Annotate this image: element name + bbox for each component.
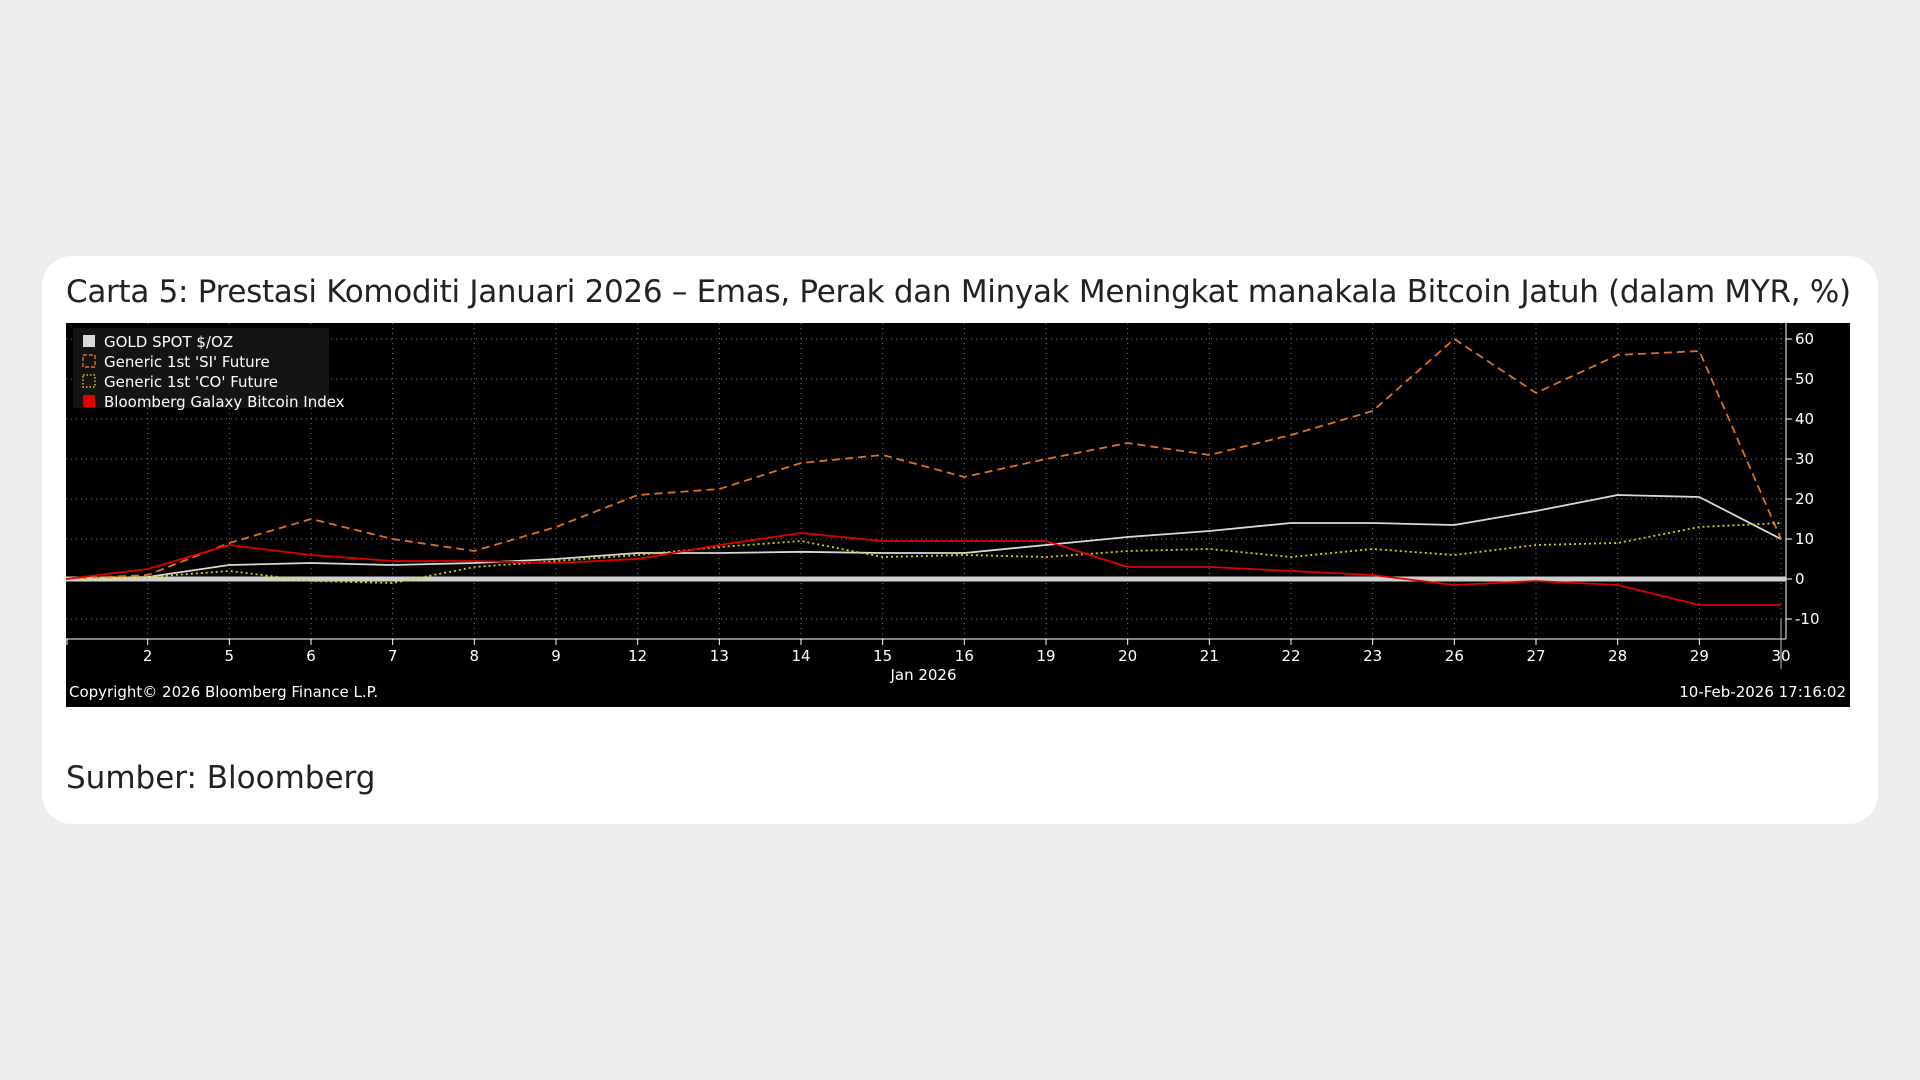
grid-layer bbox=[66, 323, 1786, 639]
series-layer bbox=[66, 338, 1782, 606]
source-note: Sumber: Bloomberg bbox=[66, 760, 376, 796]
x-tick-label: 21 bbox=[1200, 647, 1219, 665]
legend-background bbox=[73, 328, 329, 408]
legend: GOLD SPOT $/OZ Generic 1st 'SI' Future Gen… bbox=[73, 328, 345, 411]
y-tick-label: 40 bbox=[1795, 410, 1814, 428]
legend-swatch bbox=[83, 395, 95, 407]
y-tick-label: 20 bbox=[1795, 490, 1814, 508]
x-tick-label: 9 bbox=[551, 647, 561, 665]
legend-label: Bloomberg Galaxy Bitcoin Index bbox=[104, 393, 345, 411]
x-tick-label: 26 bbox=[1445, 647, 1464, 665]
legend-swatch bbox=[83, 335, 95, 347]
legend-swatch bbox=[82, 374, 96, 388]
y-tick-label: 0 bbox=[1795, 570, 1805, 588]
chart-caption-title: Carta 5: Prestasi Komoditi Januari 2026 … bbox=[66, 274, 1851, 310]
series-line-2 bbox=[66, 338, 1782, 580]
x-tick-label: 23 bbox=[1363, 647, 1382, 665]
x-tick-label: 15 bbox=[873, 647, 892, 665]
x-tick-label: 2 bbox=[143, 647, 153, 665]
series-line-1 bbox=[66, 494, 1782, 580]
x-tick-label: 14 bbox=[791, 647, 810, 665]
y-tick-label: -10 bbox=[1795, 610, 1820, 628]
y-tick-label: 60 bbox=[1795, 330, 1814, 348]
series-line-3 bbox=[66, 522, 1782, 584]
chart-card: Carta 5: Prestasi Komoditi Januari 2026 … bbox=[42, 256, 1878, 824]
x-tick-label: 5 bbox=[225, 647, 235, 665]
x-tick-label: 8 bbox=[470, 647, 480, 665]
x-tick-label: 16 bbox=[955, 647, 974, 665]
x-tick-label: 19 bbox=[1036, 647, 1055, 665]
legend-label: GOLD SPOT $/OZ bbox=[104, 333, 233, 351]
bloomberg-chart: -10 0 10 20 30 40 50 60 2 5 6 7 8 9 12 13 14 15 16 19 20 21 22… bbox=[66, 323, 1850, 707]
x-tick-label: 12 bbox=[628, 647, 647, 665]
y-tick-label: 50 bbox=[1795, 370, 1814, 388]
axis-layer: -10 0 10 20 30 40 50 60 2 5 6 7 8 9 12 13 14 15 16 19 20 21 22… bbox=[66, 323, 1820, 684]
legend-label: Generic 1st 'SI' Future bbox=[104, 353, 270, 371]
x-axis-label: Jan 2026 bbox=[889, 666, 956, 684]
timestamp-text: 10-Feb-2026 17:16:02 bbox=[1679, 683, 1846, 701]
series-line-4 bbox=[66, 532, 1781, 606]
x-tick-label: 22 bbox=[1281, 647, 1300, 665]
y-tick-label: 30 bbox=[1795, 450, 1814, 468]
x-tick-label: 28 bbox=[1608, 647, 1627, 665]
legend-label: Generic 1st 'CO' Future bbox=[104, 373, 278, 391]
x-tick-label: 27 bbox=[1526, 647, 1545, 665]
x-tick-label: 13 bbox=[710, 647, 729, 665]
y-tick-label: 10 bbox=[1795, 530, 1814, 548]
x-tick-label: 6 bbox=[306, 647, 316, 665]
x-tick-label: 7 bbox=[388, 647, 398, 665]
legend-swatch bbox=[82, 354, 96, 368]
x-tick-label: 20 bbox=[1118, 647, 1137, 665]
copyright-text: Copyright© 2026 Bloomberg Finance L.P. bbox=[69, 683, 378, 701]
line-chart-svg: -10 0 10 20 30 40 50 60 2 5 6 7 8 9 12 13 14 15 16 19 20 21 22… bbox=[66, 323, 1846, 701]
x-tick-label: 29 bbox=[1690, 647, 1709, 665]
